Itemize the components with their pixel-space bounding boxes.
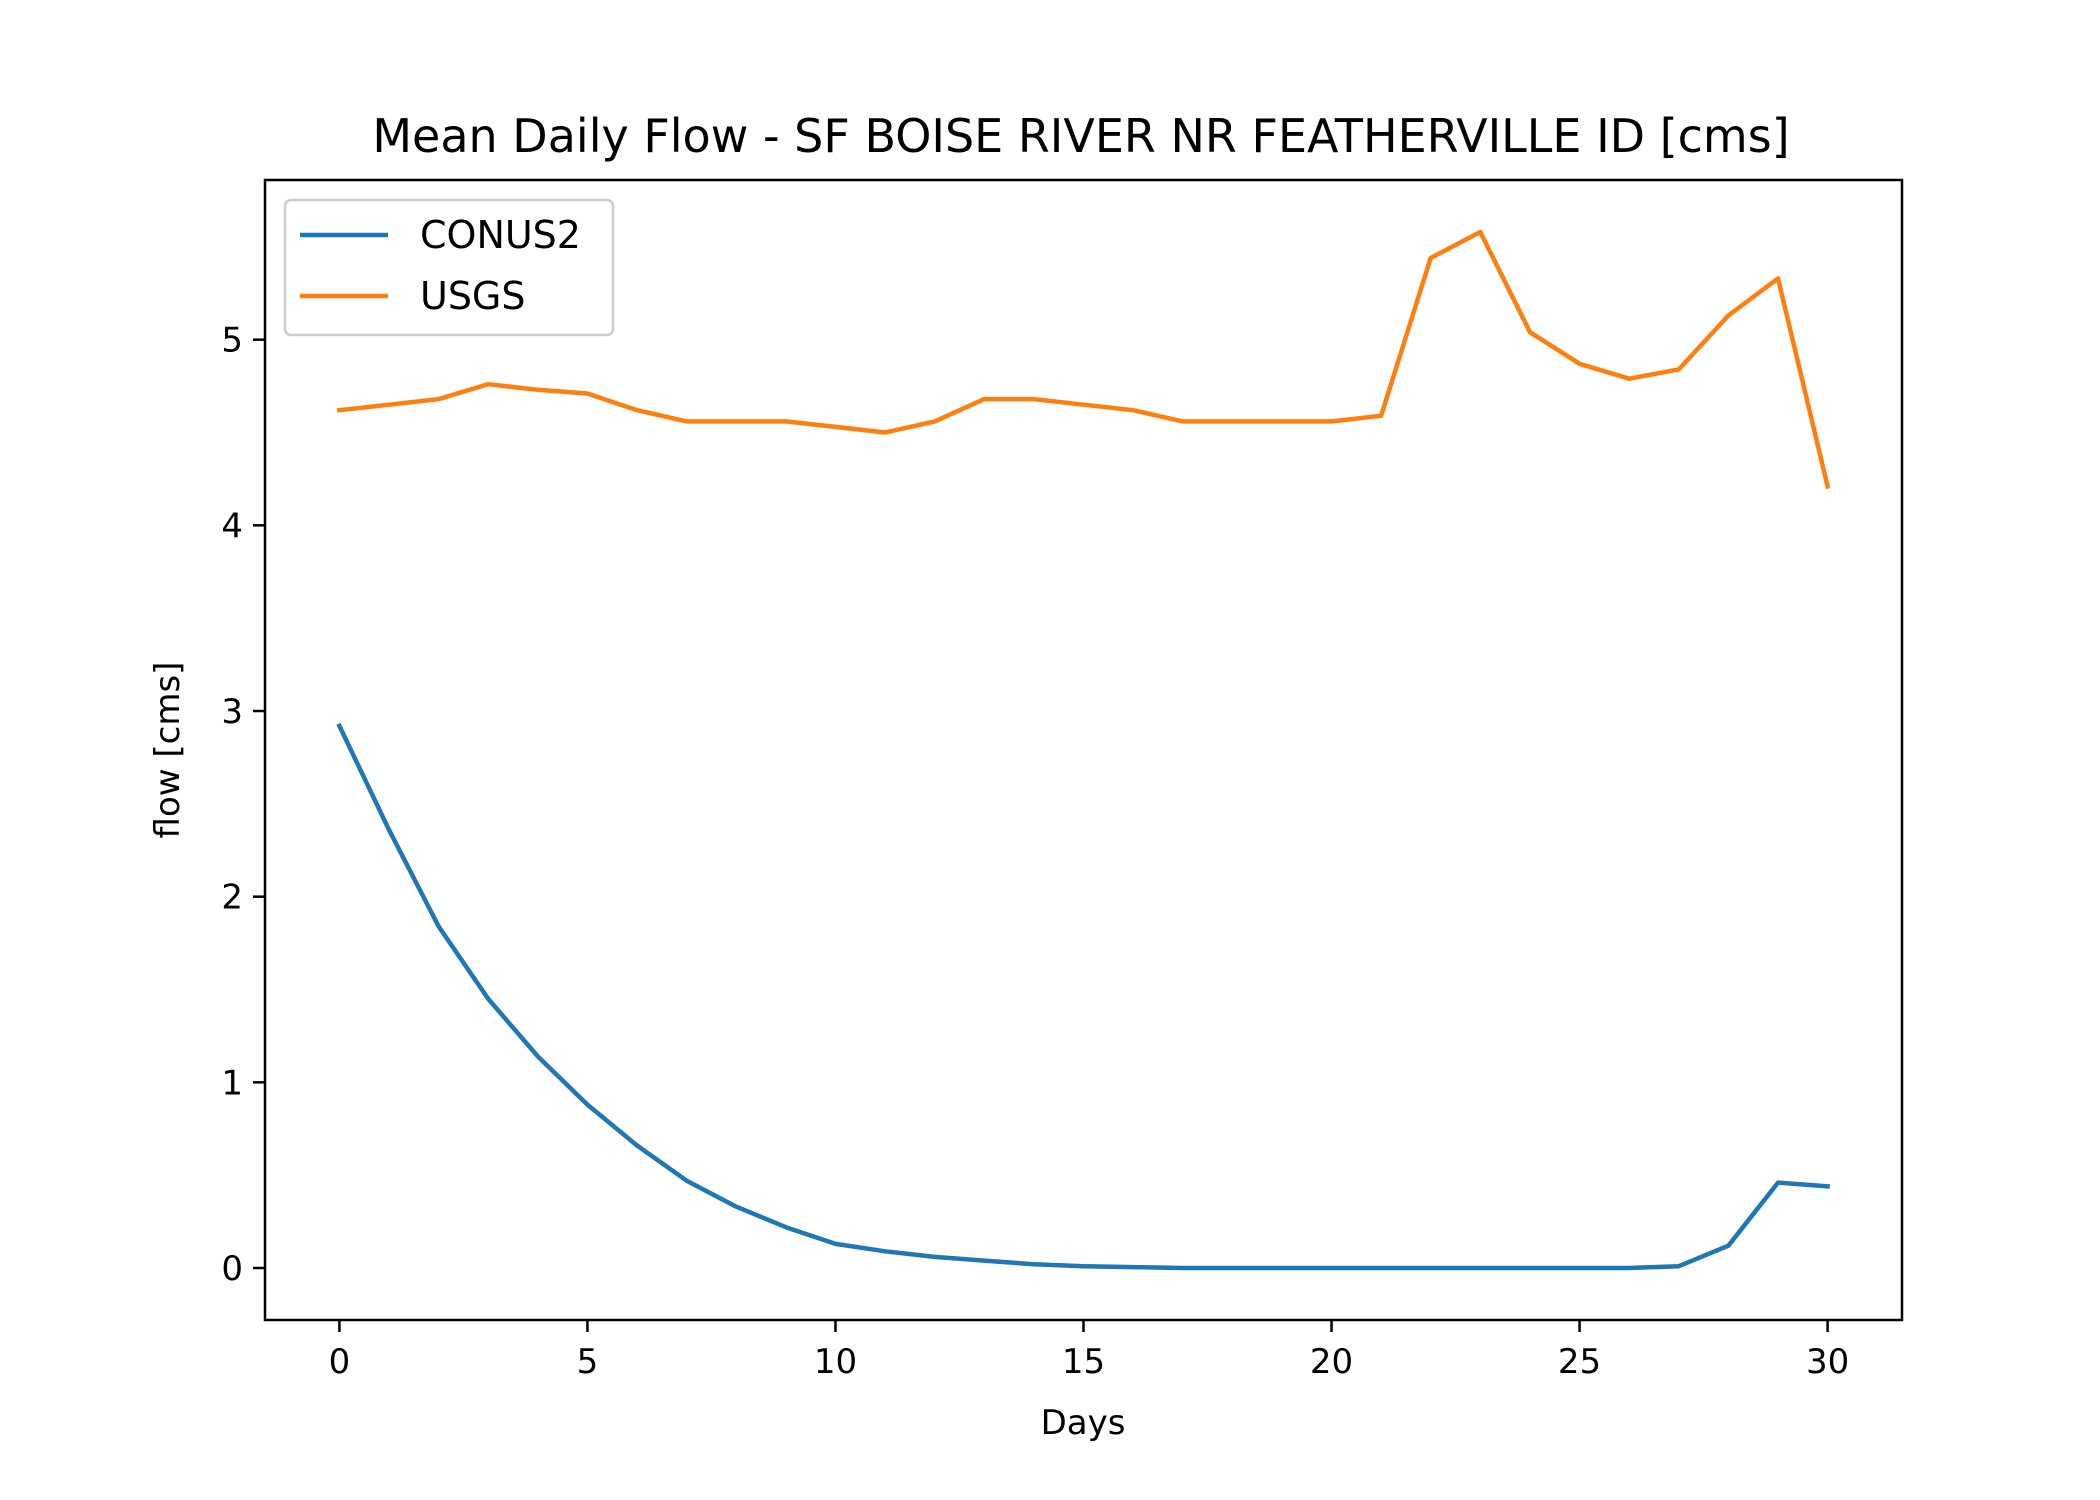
y-axis-label: flow [cms]	[148, 662, 188, 839]
series-line-usgs	[336, 229, 1831, 490]
legend-label-conus2: CONUS2	[420, 213, 581, 257]
legend-label-usgs: USGS	[420, 274, 526, 318]
y-tick-label: 1	[221, 1063, 243, 1103]
y-axis: 0 1 2 3 4 5	[221, 321, 265, 1289]
legend: CONUS2 USGS	[283, 198, 615, 337]
x-tick-label: 20	[1310, 1342, 1353, 1382]
x-tick-label: 25	[1558, 1342, 1601, 1382]
y-tick-label: 2	[221, 878, 243, 918]
x-axis-label: Days	[1041, 1403, 1126, 1443]
y-tick-label: 5	[221, 321, 243, 361]
x-tick-label: 15	[1062, 1342, 1105, 1382]
y-tick-label: 0	[221, 1249, 243, 1289]
y-tick-label: 4	[221, 506, 243, 546]
x-tick-label: 30	[1806, 1342, 1849, 1382]
x-tick-label: 0	[329, 1342, 351, 1382]
plot-frame	[263, 178, 1904, 1322]
x-tick-label: 10	[814, 1342, 857, 1382]
series-line-conus2	[336, 722, 1831, 1271]
plot-lines	[336, 229, 1831, 1271]
y-tick-label: 3	[221, 692, 243, 732]
chart-title: Mean Daily Flow - SF BOISE RIVER NR FEAT…	[372, 109, 1789, 163]
x-axis: 0 5 10 15 20 25 30	[329, 1320, 1849, 1382]
x-tick-label: 5	[577, 1342, 599, 1382]
